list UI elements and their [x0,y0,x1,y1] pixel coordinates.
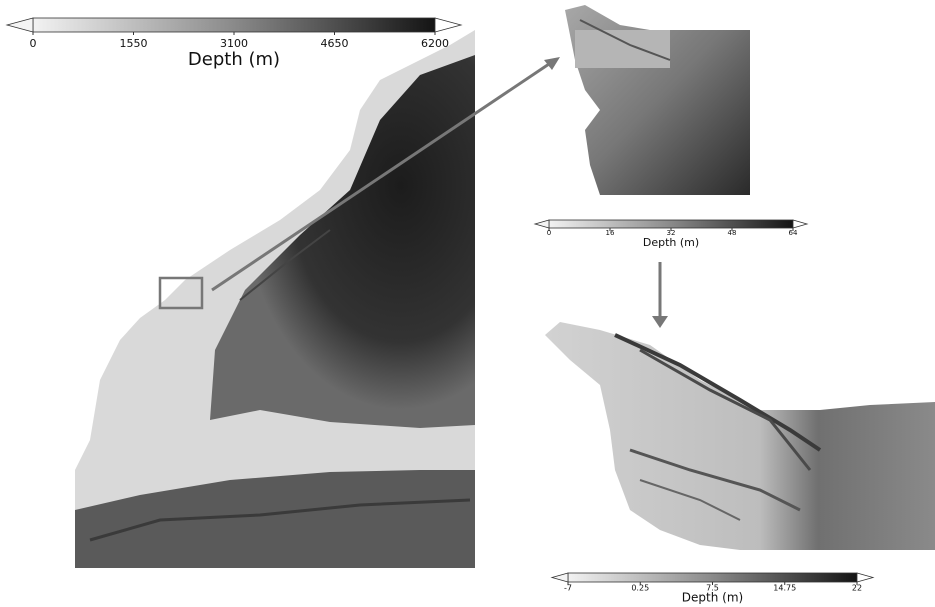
colorbar-tick-label: 14.75 [773,584,796,593]
colorbar-tick-label: 1550 [120,37,148,50]
colorbar-tick-label: 0 [547,229,551,237]
colorbar-tick-label: 7.5 [706,584,719,593]
arrow-head [652,316,668,328]
colorbar-tick-label: 6200 [421,37,449,50]
colorbar-min-arrow [550,572,569,583]
colorbar-tick-label: 0 [30,37,37,50]
colorbar-max-arrow [792,219,809,229]
colorbar-tick-label: 3100 [220,37,248,50]
colorbar-tick-label: 4650 [321,37,349,50]
regional-map [75,30,560,568]
colorbar-tick-label: 48 [728,229,737,237]
colorbar [32,17,436,33]
colorbar-max-arrow [434,17,463,33]
colorbar [567,572,858,583]
colorbar-tick-label: 32 [667,229,676,237]
zoom-map [565,5,750,195]
colorbar-tick-label: 16 [606,229,615,237]
colorbar [548,219,794,229]
colorbar-label: Depth (m) [188,49,280,70]
colorbar-tick-label: -7 [564,584,572,593]
colorbar-min-arrow [533,219,550,229]
colorbar-tick-label: 22 [852,584,862,593]
colorbar-label: Depth (m) [643,236,699,249]
colorbar-max-arrow [856,572,875,583]
colorbar-label: Depth (m) [682,591,743,605]
colorbar-min-arrow [5,17,34,33]
colorbar-tick-label: 0.25 [631,584,649,593]
delta-map [545,322,935,550]
colorbars: 0 1550 3100 4650 6200 Depth (m) 0 16 32 48 64 Depth… [5,17,875,605]
colorbar-tick-label: 64 [789,229,798,237]
